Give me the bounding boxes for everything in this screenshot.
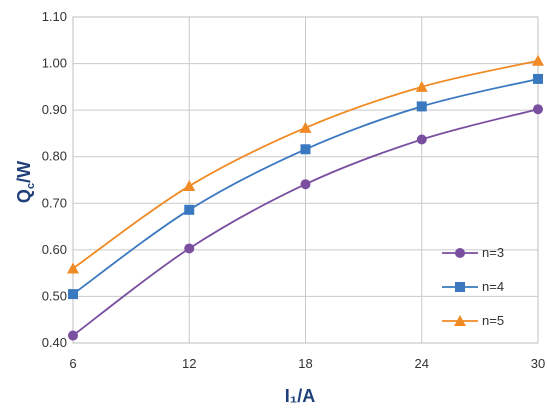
series-n-3 — [68, 104, 543, 341]
y-axis-title: Qc/W — [14, 161, 37, 203]
legend-label: n=3 — [482, 245, 504, 260]
y-tick-label: 0.80 — [42, 149, 67, 164]
data-point — [533, 104, 543, 115]
y-axis-title-subscript: c — [25, 183, 37, 189]
x-tick-label: 30 — [531, 356, 545, 371]
x-tick-label: 6 — [69, 356, 76, 371]
grid — [72, 16, 539, 344]
x-tick-label: 18 — [298, 356, 312, 371]
x-tick-label: 12 — [182, 356, 196, 371]
data-point — [299, 121, 312, 133]
series-group — [67, 54, 544, 341]
axes: 0.40 0.50 0.60 0.70 0.80 0.90 1.00 1.10 6 12 18 24 3… — [42, 9, 546, 371]
y-tick-label: 0.40 — [42, 335, 67, 350]
y-tick-label: 1.00 — [42, 56, 67, 71]
data-point — [68, 330, 78, 341]
legend-label: n=4 — [482, 279, 504, 294]
y-tick-label: 0.70 — [42, 195, 67, 210]
legend-marker — [454, 315, 466, 326]
legend-label: n=5 — [482, 313, 504, 328]
y-axis-title-unit: /W — [14, 161, 34, 183]
data-point — [300, 179, 311, 190]
series-n-4 — [68, 73, 543, 300]
legend-marker — [455, 248, 465, 258]
y-tick-label: 1.10 — [42, 9, 67, 24]
legend-item: n=4 — [442, 279, 504, 294]
legend-item: n=3 — [442, 245, 504, 260]
data-point — [183, 180, 196, 192]
y-tick-label: 0.90 — [42, 102, 67, 117]
series-n-5 — [67, 54, 544, 274]
y-tick-label: 0.50 — [42, 288, 67, 303]
data-point — [184, 204, 195, 215]
data-point — [532, 54, 544, 66]
y-axis-title-main: Q — [14, 189, 34, 203]
data-point — [67, 262, 79, 274]
x-tick-label: 24 — [415, 356, 429, 371]
data-point — [415, 80, 428, 92]
legend-marker — [455, 282, 465, 292]
data-point — [184, 243, 195, 254]
legend-item: n=5 — [442, 313, 504, 328]
legend: n=3 n=4 n=5 — [442, 245, 504, 328]
data-point — [416, 101, 427, 112]
data-point — [416, 134, 427, 145]
data-point — [300, 144, 311, 155]
x-axis-title: I₁/A — [285, 386, 315, 406]
plot-border — [72, 16, 539, 344]
data-point — [68, 289, 78, 300]
y-tick-label: 0.60 — [42, 242, 67, 257]
data-point — [533, 73, 543, 84]
